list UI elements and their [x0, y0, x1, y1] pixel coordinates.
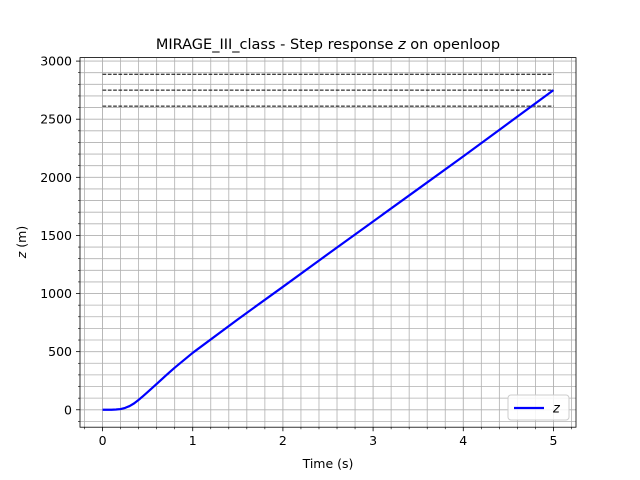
x-tick-label: 4: [459, 433, 467, 448]
x-tick-label: 1: [189, 433, 197, 448]
y-tick-label: 2000: [40, 170, 72, 185]
x-tick-label: 5: [549, 433, 557, 448]
y-tick-label: 500: [48, 344, 72, 359]
y-axis-label: z (m): [14, 226, 29, 259]
x-axis-ticks: 0 1 2 3 4 5: [84, 427, 572, 448]
x-axis-label: Time (s): [302, 456, 354, 471]
y-tick-label: 2500: [40, 112, 72, 127]
reference-lines: [102, 73, 554, 107]
chart-title: MIRAGE_III_class - Step response z on op…: [156, 37, 500, 53]
series-layer: [102, 89, 555, 411]
legend-label-z: z: [552, 402, 561, 417]
y-tick-label: 1000: [40, 286, 72, 301]
y-tick-label: 0: [64, 402, 72, 417]
y-tick-label: 1500: [40, 228, 72, 243]
series-line-z: [102, 89, 555, 411]
x-tick-label: 3: [369, 433, 377, 448]
x-tick-label: 2: [279, 433, 287, 448]
plot-area: [80, 57, 576, 428]
legend: z: [507, 394, 570, 421]
y-axis-ticks: 0 500 1000 1500 2000 2500 3000: [40, 54, 80, 422]
y-tick-label: 3000: [40, 54, 72, 69]
x-tick-label: 0: [99, 433, 107, 448]
major-grid: [80, 57, 576, 428]
plot-frame: [79, 57, 577, 428]
